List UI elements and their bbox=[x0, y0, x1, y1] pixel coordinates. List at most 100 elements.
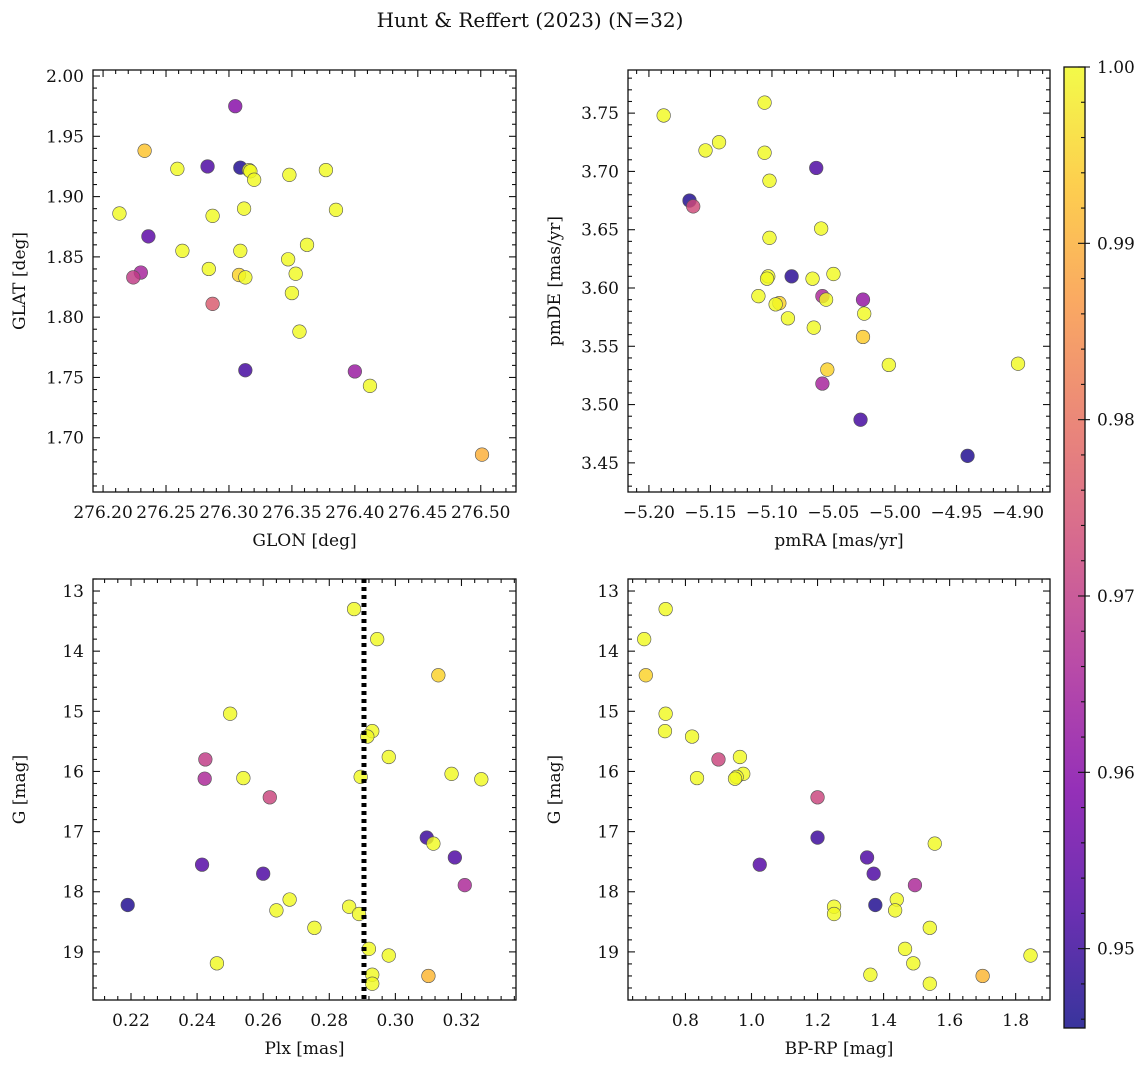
scatter-point bbox=[759, 271, 775, 286]
panel-glon-glat: 276.20 276.25 276.30 276.35 276.40 276.45 276.… bbox=[10, 67, 517, 551]
scatter-point bbox=[141, 229, 156, 244]
scatter-point bbox=[284, 285, 300, 301]
scatter-point bbox=[757, 145, 772, 160]
scatter-point bbox=[922, 920, 937, 935]
scatter-point bbox=[658, 601, 673, 617]
scatter-point bbox=[826, 266, 841, 282]
scatter-point bbox=[175, 243, 190, 258]
scatter-point bbox=[194, 857, 210, 872]
y-tick-label: 15 bbox=[62, 702, 84, 722]
scatter-point bbox=[727, 771, 743, 786]
scatter-point bbox=[307, 920, 322, 935]
scatter-point bbox=[686, 199, 701, 214]
colorbar-tick-label: 0.99 bbox=[1097, 234, 1135, 254]
scatter-point bbox=[170, 161, 185, 176]
scatter-point bbox=[198, 752, 213, 767]
x-tick-label: 0.22 bbox=[112, 1011, 150, 1031]
scatter-point bbox=[233, 243, 248, 258]
colorbar-tick-label: 0.95 bbox=[1097, 940, 1135, 960]
y-tick-label: 19 bbox=[62, 943, 84, 963]
scatter-point bbox=[126, 270, 141, 285]
x-axis-label: GLON [deg] bbox=[252, 531, 356, 551]
scatter-point bbox=[282, 167, 297, 182]
panel-plx-g: 0.22 0.24 0.26 0.28 0.30 0.32 13 14 15 16 17 18 19 Pl… bbox=[10, 578, 517, 1059]
x-tick-label: 276.35 bbox=[262, 503, 321, 523]
x-tick-label: −4.95 bbox=[930, 503, 982, 523]
scatter-point bbox=[262, 790, 277, 805]
x-axis-label: Plx [mas] bbox=[264, 1039, 344, 1059]
scatter-point bbox=[897, 941, 913, 956]
scatter-point bbox=[818, 292, 834, 307]
y-tick-label: 14 bbox=[597, 642, 619, 662]
scatter-point bbox=[292, 324, 307, 339]
y-tick-label: 13 bbox=[597, 582, 619, 602]
y-tick-label: 1.85 bbox=[46, 248, 84, 268]
scatter-point bbox=[826, 906, 842, 922]
x-tick-label: 276.25 bbox=[136, 503, 195, 523]
y-tick-label: 1.95 bbox=[46, 127, 84, 147]
scatter-point bbox=[444, 766, 459, 781]
scatter-point bbox=[426, 836, 441, 851]
y-tick-label: 3.65 bbox=[581, 221, 619, 241]
axes-frame bbox=[92, 69, 517, 493]
scatter-point bbox=[638, 668, 653, 683]
scatter-point bbox=[205, 208, 220, 223]
scatter-point bbox=[684, 729, 700, 744]
scatter-point bbox=[381, 749, 396, 765]
scatter-point bbox=[421, 968, 436, 984]
scatter-point bbox=[342, 899, 357, 914]
scatter-point bbox=[698, 143, 713, 158]
scatter-point bbox=[247, 172, 262, 187]
scatter-point bbox=[365, 976, 380, 991]
y-tick-label: 3.70 bbox=[581, 162, 619, 182]
y-tick-label: 19 bbox=[597, 943, 619, 963]
scatter-point bbox=[853, 412, 868, 427]
scatter-point bbox=[751, 289, 766, 304]
axes-frame bbox=[627, 578, 1051, 1001]
x-tick-label: 0.32 bbox=[443, 1011, 481, 1031]
y-tick-label: 1.75 bbox=[46, 368, 84, 388]
scatter-point bbox=[857, 306, 872, 321]
colorbar-tick-label: 0.96 bbox=[1097, 763, 1135, 783]
y-tick-label: 1.70 bbox=[46, 429, 84, 449]
scatter-point bbox=[656, 108, 671, 123]
scatter-point bbox=[457, 878, 472, 893]
scatter-point bbox=[922, 976, 937, 991]
scatter-point bbox=[228, 99, 243, 114]
y-axis-label: G [mag] bbox=[10, 755, 30, 824]
scatter-point bbox=[907, 878, 923, 893]
scatter-point bbox=[288, 266, 303, 281]
scatter-point bbox=[1010, 356, 1026, 371]
scatter-point bbox=[868, 897, 883, 913]
y-tick-label: 17 bbox=[597, 823, 619, 843]
scatter-point bbox=[960, 448, 975, 463]
y-tick-label: 15 bbox=[597, 702, 619, 722]
scatter-point bbox=[637, 632, 652, 647]
y-tick-label: 3.60 bbox=[581, 279, 619, 299]
scatter-point bbox=[362, 378, 378, 393]
scatter-point bbox=[282, 892, 297, 907]
scatter-point bbox=[238, 363, 253, 378]
y-axis-label: GLAT [deg] bbox=[10, 232, 30, 330]
scatter-point bbox=[810, 830, 825, 845]
y-axis-label: G [mag] bbox=[545, 755, 565, 824]
scatter-point bbox=[888, 903, 903, 918]
scatter-point bbox=[784, 269, 799, 284]
x-tick-label: 1.8 bbox=[1002, 1011, 1029, 1031]
y-tick-label: 16 bbox=[62, 762, 84, 782]
scatter-point bbox=[474, 447, 490, 462]
scatter-point bbox=[256, 866, 271, 881]
scatter-point bbox=[906, 956, 921, 971]
scatter-point bbox=[201, 261, 216, 277]
scatter-point bbox=[711, 135, 727, 150]
axes-frame bbox=[92, 578, 517, 1001]
scatter-point bbox=[347, 364, 362, 379]
scatter-point bbox=[223, 706, 238, 721]
colorbar-frame bbox=[1063, 66, 1086, 1029]
x-tick-label: −5.00 bbox=[869, 503, 921, 523]
colorbar-tick-label: 1.00 bbox=[1097, 58, 1135, 78]
x-tick-label: −4.90 bbox=[992, 503, 1044, 523]
scatter-point bbox=[711, 752, 726, 767]
x-tick-label: 276.30 bbox=[199, 503, 258, 523]
